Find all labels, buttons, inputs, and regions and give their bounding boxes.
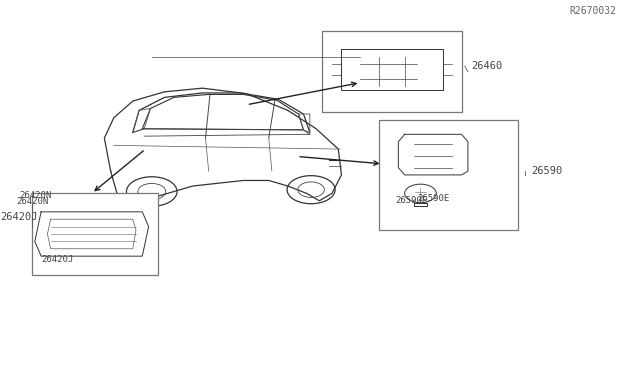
Bar	[323, 31, 461, 112]
Text: 26420J: 26420J	[41, 255, 74, 264]
Text: 26590: 26590	[531, 166, 563, 176]
Bar	[31, 193, 158, 275]
Text: 26460: 26460	[471, 61, 502, 71]
Text: R2670032: R2670032	[570, 6, 616, 16]
Text: 26420N: 26420N	[16, 197, 48, 206]
Text: 26590E: 26590E	[417, 195, 449, 203]
Text: 26590E: 26590E	[395, 196, 428, 205]
Bar	[380, 119, 518, 230]
Text: 26420J: 26420J	[0, 212, 38, 222]
Text: 26420N: 26420N	[19, 191, 51, 200]
